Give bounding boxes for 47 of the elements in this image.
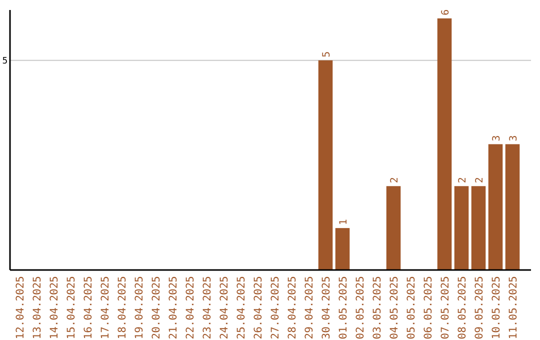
data-label: 3 (508, 135, 520, 142)
x-tick-label: 20.04.2025 (150, 276, 162, 340)
x-tick-label: 02.05.2025 (354, 276, 366, 340)
x-tick-label: 26.04.2025 (252, 276, 264, 340)
bar (318, 60, 333, 270)
x-tick-label: 04.05.2025 (388, 276, 400, 340)
x-tick-label: 16.04.2025 (82, 276, 94, 340)
x-tick-label: 05.05.2025 (406, 276, 418, 340)
data-label: 2 (474, 177, 486, 184)
data-label: 6 (440, 9, 452, 16)
x-tick-label: 07.05.2025 (440, 276, 452, 340)
x-tick-label: 10.05.2025 (490, 276, 502, 340)
bar (335, 228, 350, 270)
x-tick-label: 21.04.2025 (168, 276, 180, 340)
bar (488, 144, 503, 270)
x-tick-label: 12.04.2025 (14, 276, 26, 340)
data-label: 2 (390, 177, 400, 184)
x-tick-label: 18.04.2025 (116, 276, 128, 340)
x-tick-label: 15.04.2025 (66, 276, 78, 340)
x-tick-label: 27.04.2025 (270, 276, 282, 340)
bar (505, 144, 520, 270)
x-tick-label: 24.04.2025 (218, 276, 230, 340)
bar (437, 18, 452, 270)
data-label: 5 (322, 51, 332, 58)
bar (386, 186, 401, 270)
x-tick-label: 13.04.2025 (32, 276, 44, 340)
x-tick-label: 03.05.2025 (372, 276, 384, 340)
data-label: 1 (338, 219, 350, 226)
x-tick-label: 23.04.2025 (202, 276, 214, 340)
x-tick-label: 06.05.2025 (422, 276, 434, 340)
x-tick-label: 14.04.2025 (48, 276, 60, 340)
x-tick-label: 28.04.2025 (286, 276, 298, 340)
x-tick-label: 08.05.2025 (456, 276, 468, 340)
data-label: 3 (492, 135, 502, 142)
ref-line-label: 5 (2, 56, 8, 66)
x-tick-label: 25.04.2025 (236, 276, 248, 340)
x-tick-label: 30.04.2025 (320, 276, 332, 340)
x-tick-label: 01.05.2025 (338, 276, 350, 340)
bar (471, 186, 486, 270)
x-tick-label: 17.04.2025 (100, 276, 112, 340)
x-tick-label: 29.04.2025 (304, 276, 316, 340)
x-tick-label: 11.05.2025 (508, 276, 520, 340)
x-tick-label: 22.04.2025 (184, 276, 196, 340)
data-label: 2 (458, 177, 468, 184)
x-tick-label: 19.04.2025 (134, 276, 146, 340)
bar (454, 186, 469, 270)
x-tick-label: 09.05.2025 (474, 276, 486, 340)
